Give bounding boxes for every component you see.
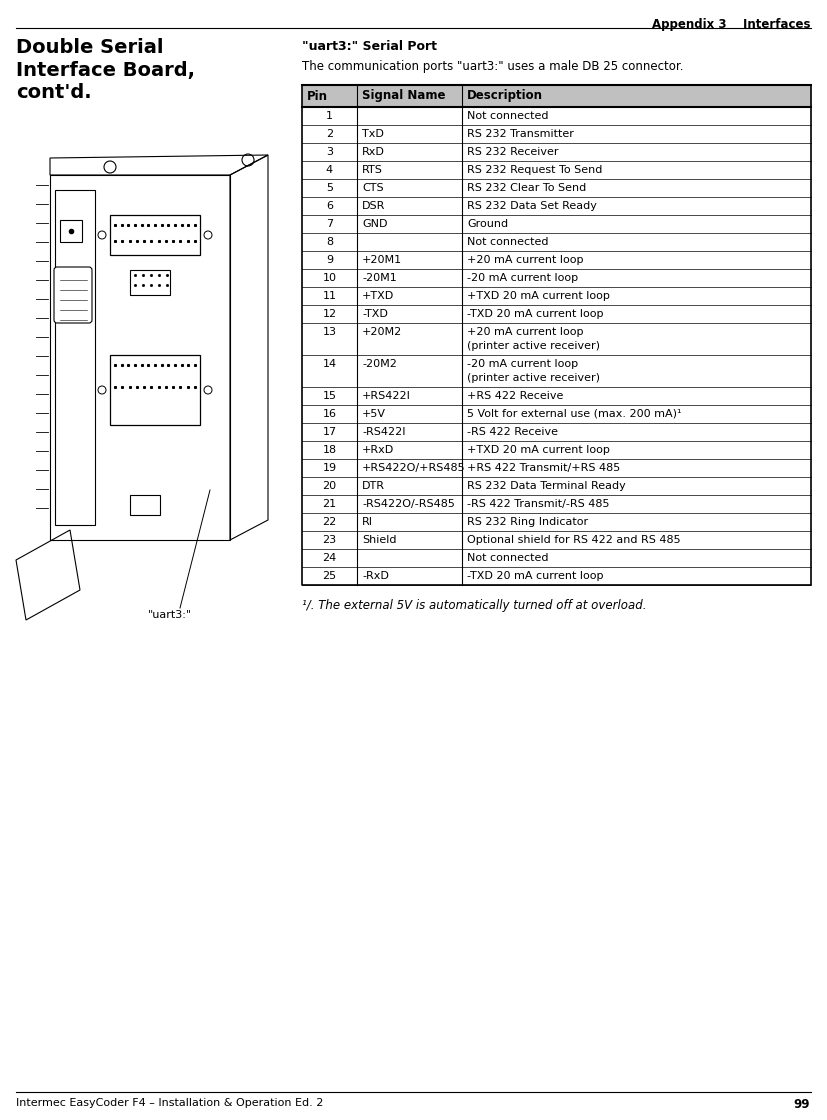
Text: RS 232 Data Terminal Ready: RS 232 Data Terminal Ready (467, 480, 626, 491)
Text: Intermec EasyCoder F4 – Installation & Operation Ed. 2: Intermec EasyCoder F4 – Installation & O… (16, 1098, 323, 1108)
Text: +5V: +5V (362, 409, 386, 419)
Text: "uart3:": "uart3:" (148, 610, 192, 620)
Text: 12: 12 (323, 309, 337, 319)
Text: 9: 9 (326, 255, 333, 265)
Text: 2: 2 (326, 129, 333, 139)
Text: 24: 24 (323, 553, 337, 563)
Text: -20M1: -20M1 (362, 273, 397, 283)
Text: RS 232 Receiver: RS 232 Receiver (467, 147, 558, 157)
Text: 18: 18 (323, 445, 337, 455)
Text: 13: 13 (323, 327, 337, 337)
Text: 8: 8 (326, 237, 333, 248)
Text: -20M2: -20M2 (362, 358, 397, 368)
FancyBboxPatch shape (302, 85, 811, 108)
Text: (printer active receiver): (printer active receiver) (467, 340, 600, 351)
Text: Not connected: Not connected (467, 237, 548, 248)
Text: -20 mA current loop: -20 mA current loop (467, 358, 578, 368)
Text: 23: 23 (323, 535, 337, 545)
Text: +20M2: +20M2 (362, 327, 402, 337)
Text: 10: 10 (323, 273, 337, 283)
Text: CTS: CTS (362, 183, 384, 193)
Text: +20 mA current loop: +20 mA current loop (467, 327, 584, 337)
Text: "uart3:" Serial Port: "uart3:" Serial Port (302, 40, 437, 53)
Text: -TXD 20 mA current loop: -TXD 20 mA current loop (467, 571, 604, 581)
Text: Optional shield for RS 422 and RS 485: Optional shield for RS 422 and RS 485 (467, 535, 681, 545)
Text: +TXD 20 mA current loop: +TXD 20 mA current loop (467, 445, 609, 455)
Text: (printer active receiver): (printer active receiver) (467, 373, 600, 383)
Text: Double Serial
Interface Board,
cont'd.: Double Serial Interface Board, cont'd. (16, 38, 195, 103)
Text: Shield: Shield (362, 535, 396, 545)
Text: Appendix 3    Interfaces: Appendix 3 Interfaces (652, 18, 810, 31)
Text: -20 mA current loop: -20 mA current loop (467, 273, 578, 283)
Text: 99: 99 (793, 1098, 810, 1111)
Text: Not connected: Not connected (467, 553, 548, 563)
Text: 17: 17 (323, 427, 337, 437)
Text: ¹/. The external 5V is automatically turned off at overload.: ¹/. The external 5V is automatically tur… (302, 599, 647, 612)
Text: 5: 5 (326, 183, 333, 193)
Text: +RS422O/+RS485: +RS422O/+RS485 (362, 463, 466, 473)
Text: RS 232 Ring Indicator: RS 232 Ring Indicator (467, 517, 588, 528)
Text: Not connected: Not connected (467, 111, 548, 121)
Text: 11: 11 (323, 291, 337, 301)
Text: GND: GND (362, 220, 388, 228)
Text: -RS 422 Transmit/-RS 485: -RS 422 Transmit/-RS 485 (467, 500, 609, 508)
Text: +TXD 20 mA current loop: +TXD 20 mA current loop (467, 291, 609, 301)
Text: RS 232 Transmitter: RS 232 Transmitter (467, 129, 574, 139)
Text: DTR: DTR (362, 480, 385, 491)
Text: The communication ports "uart3:" uses a male DB 25 connector.: The communication ports "uart3:" uses a … (302, 60, 683, 73)
Text: +20M1: +20M1 (362, 255, 402, 265)
Text: 1: 1 (326, 111, 333, 121)
Text: DSR: DSR (362, 200, 385, 211)
FancyBboxPatch shape (54, 267, 92, 323)
Text: 22: 22 (323, 517, 337, 528)
Text: 19: 19 (323, 463, 337, 473)
Text: +RS 422 Transmit/+RS 485: +RS 422 Transmit/+RS 485 (467, 463, 620, 473)
Text: +20 mA current loop: +20 mA current loop (467, 255, 584, 265)
Text: 16: 16 (323, 409, 337, 419)
Text: TxD: TxD (362, 129, 384, 139)
Text: -TXD: -TXD (362, 309, 388, 319)
Text: 21: 21 (323, 500, 337, 508)
Text: -RS 422 Receive: -RS 422 Receive (467, 427, 558, 437)
Text: RTS: RTS (362, 165, 383, 175)
Text: 4: 4 (326, 165, 333, 175)
Text: -RS422I: -RS422I (362, 427, 405, 437)
Text: RS 232 Clear To Send: RS 232 Clear To Send (467, 183, 586, 193)
Text: +RS 422 Receive: +RS 422 Receive (467, 391, 563, 401)
Text: RS 232 Data Set Ready: RS 232 Data Set Ready (467, 200, 597, 211)
Text: 15: 15 (323, 391, 337, 401)
Text: Ground: Ground (467, 220, 508, 228)
Text: Description: Description (467, 90, 543, 103)
Text: +RxD: +RxD (362, 445, 394, 455)
Text: 3: 3 (326, 147, 333, 157)
Text: RS 232 Request To Send: RS 232 Request To Send (467, 165, 602, 175)
Text: 6: 6 (326, 200, 333, 211)
Text: +TXD: +TXD (362, 291, 394, 301)
Text: +RS422I: +RS422I (362, 391, 411, 401)
Text: Pin: Pin (307, 90, 328, 103)
Text: -TXD 20 mA current loop: -TXD 20 mA current loop (467, 309, 604, 319)
Text: 14: 14 (323, 358, 337, 368)
Text: -RS422O/-RS485: -RS422O/-RS485 (362, 500, 455, 508)
Text: 25: 25 (323, 571, 337, 581)
Text: 7: 7 (326, 220, 333, 228)
Text: Signal Name: Signal Name (362, 90, 446, 103)
Text: RI: RI (362, 517, 373, 528)
Text: 5 Volt for external use (max. 200 mA)¹: 5 Volt for external use (max. 200 mA)¹ (467, 409, 681, 419)
Text: -RxD: -RxD (362, 571, 389, 581)
Text: RxD: RxD (362, 147, 385, 157)
Text: 20: 20 (323, 480, 337, 491)
